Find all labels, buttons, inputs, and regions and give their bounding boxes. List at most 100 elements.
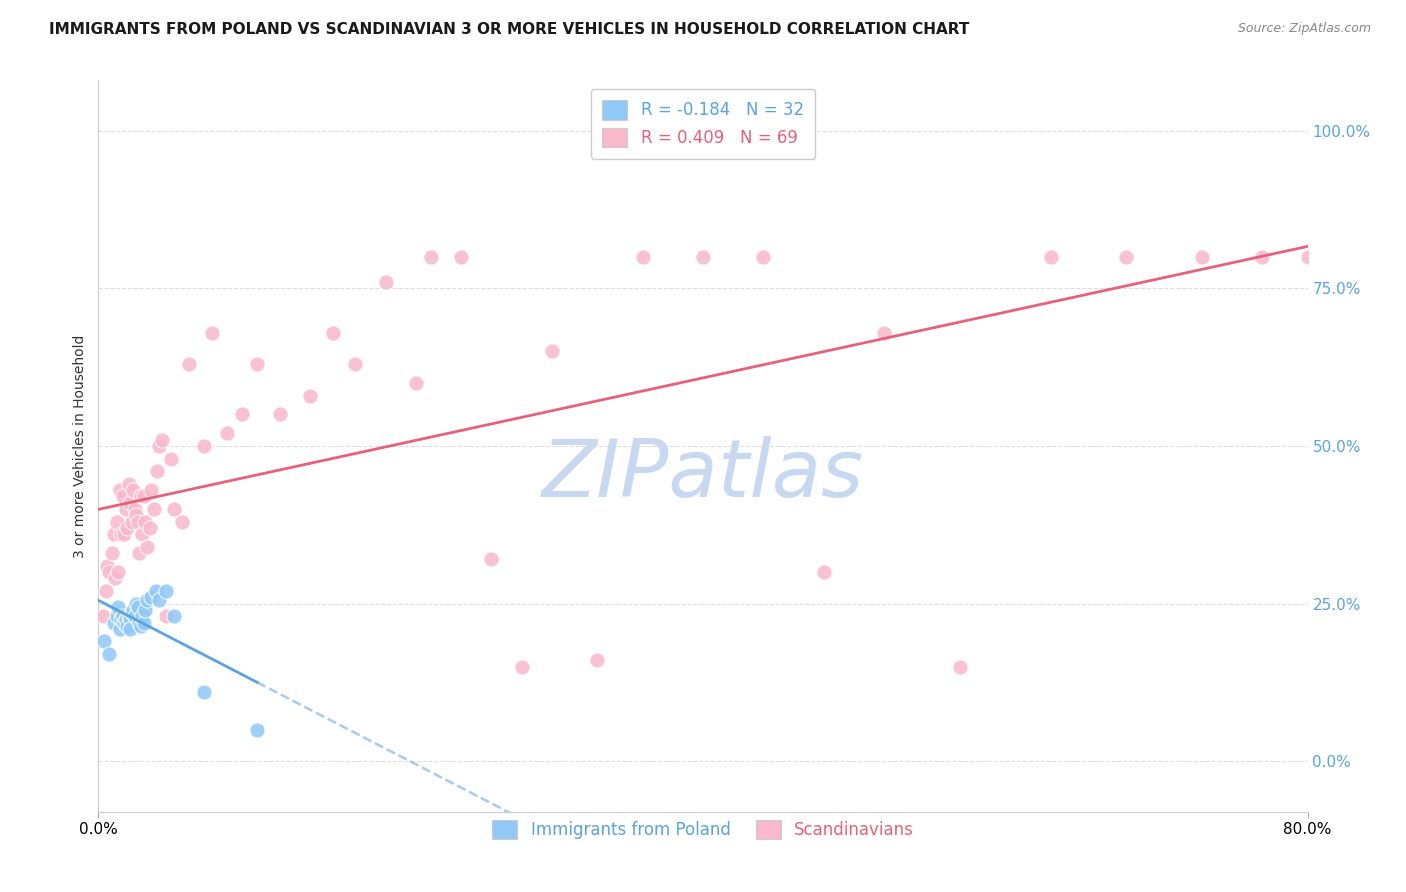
Point bbox=[98, 565, 121, 579]
Point bbox=[124, 609, 146, 624]
Point bbox=[120, 612, 142, 626]
Point bbox=[98, 647, 121, 661]
Point bbox=[692, 250, 714, 264]
Point bbox=[813, 565, 835, 579]
Point bbox=[510, 659, 533, 673]
Point bbox=[125, 508, 148, 523]
Point bbox=[1191, 250, 1213, 264]
Point bbox=[246, 357, 269, 371]
Point bbox=[124, 502, 146, 516]
Point bbox=[131, 527, 153, 541]
Point bbox=[134, 603, 156, 617]
Point bbox=[122, 483, 145, 497]
Point bbox=[121, 606, 143, 620]
Point bbox=[374, 275, 396, 289]
Point bbox=[344, 357, 367, 371]
Point bbox=[193, 439, 215, 453]
Point bbox=[201, 326, 224, 340]
Point bbox=[150, 433, 173, 447]
Point bbox=[420, 250, 443, 264]
Point bbox=[163, 609, 186, 624]
Y-axis label: 3 or more Vehicles in Household: 3 or more Vehicles in Household bbox=[73, 334, 87, 558]
Point bbox=[108, 483, 131, 497]
Point bbox=[107, 599, 129, 614]
Point bbox=[121, 515, 143, 529]
Point bbox=[170, 515, 193, 529]
Point bbox=[101, 546, 124, 560]
Point bbox=[231, 408, 253, 422]
Point bbox=[129, 618, 152, 632]
Point bbox=[127, 599, 149, 614]
Point bbox=[107, 565, 129, 579]
Point bbox=[120, 622, 142, 636]
Point bbox=[94, 584, 117, 599]
Text: ZIPatlas: ZIPatlas bbox=[541, 436, 865, 515]
Point bbox=[135, 593, 157, 607]
Point bbox=[132, 615, 155, 630]
Point bbox=[1296, 250, 1319, 264]
Point bbox=[450, 250, 472, 264]
Point bbox=[127, 515, 149, 529]
Point bbox=[163, 502, 186, 516]
Point bbox=[145, 584, 167, 599]
Point bbox=[96, 558, 118, 573]
Point bbox=[112, 527, 135, 541]
Point bbox=[118, 609, 141, 624]
Point bbox=[93, 634, 115, 648]
Point bbox=[246, 723, 269, 737]
Point bbox=[586, 653, 609, 667]
Point bbox=[481, 552, 503, 566]
Point bbox=[873, 326, 896, 340]
Point bbox=[1039, 250, 1062, 264]
Point bbox=[111, 490, 134, 504]
Point bbox=[299, 388, 322, 402]
Point bbox=[1115, 250, 1137, 264]
Point bbox=[105, 515, 128, 529]
Point bbox=[111, 609, 134, 624]
Text: IMMIGRANTS FROM POLAND VS SCANDINAVIAN 3 OR MORE VEHICLES IN HOUSEHOLD CORRELATI: IMMIGRANTS FROM POLAND VS SCANDINAVIAN 3… bbox=[49, 22, 970, 37]
Point bbox=[104, 571, 127, 585]
Point bbox=[135, 540, 157, 554]
Point bbox=[631, 250, 654, 264]
Point bbox=[114, 502, 136, 516]
Point bbox=[134, 515, 156, 529]
Point bbox=[118, 476, 141, 491]
Point bbox=[949, 659, 972, 673]
Point bbox=[103, 615, 125, 630]
Point bbox=[110, 527, 132, 541]
Text: Source: ZipAtlas.com: Source: ZipAtlas.com bbox=[1237, 22, 1371, 36]
Point bbox=[160, 451, 183, 466]
Point bbox=[128, 546, 150, 560]
Point bbox=[131, 609, 153, 624]
Point bbox=[115, 521, 138, 535]
Point bbox=[112, 615, 135, 630]
Point bbox=[155, 609, 177, 624]
Point bbox=[148, 593, 170, 607]
Point bbox=[179, 357, 201, 371]
Point bbox=[752, 250, 775, 264]
Point bbox=[193, 685, 215, 699]
Point bbox=[129, 490, 152, 504]
Point bbox=[125, 597, 148, 611]
Point bbox=[114, 612, 136, 626]
Point bbox=[322, 326, 344, 340]
Point bbox=[141, 591, 163, 605]
Point bbox=[1251, 250, 1274, 264]
Point bbox=[91, 609, 114, 624]
Point bbox=[122, 603, 145, 617]
Point bbox=[148, 439, 170, 453]
Legend: Immigrants from Poland, Scandinavians: Immigrants from Poland, Scandinavians bbox=[481, 808, 925, 851]
Point bbox=[120, 496, 142, 510]
Point bbox=[540, 344, 562, 359]
Point bbox=[405, 376, 427, 390]
Point bbox=[128, 615, 150, 630]
Point bbox=[103, 527, 125, 541]
Point bbox=[115, 618, 138, 632]
Point bbox=[141, 483, 163, 497]
Point bbox=[1341, 250, 1364, 264]
Point bbox=[108, 622, 131, 636]
Point bbox=[146, 464, 169, 478]
Point bbox=[110, 612, 132, 626]
Point bbox=[132, 490, 155, 504]
Point bbox=[269, 408, 291, 422]
